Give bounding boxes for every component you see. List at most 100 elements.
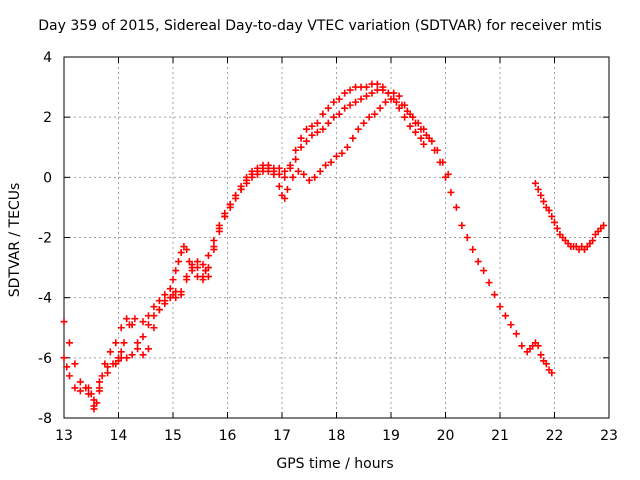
data-point [128, 321, 136, 329]
data-point [155, 306, 163, 314]
data-point [226, 200, 234, 208]
data-point [553, 224, 561, 232]
data-point [324, 104, 332, 112]
data-point [144, 345, 152, 353]
data-point [183, 273, 191, 281]
data-point [303, 125, 311, 133]
data-point [537, 191, 545, 199]
data-point [106, 348, 114, 356]
x-axis-label: GPS time / hours [276, 456, 394, 472]
data-point [420, 140, 428, 148]
chart-title: Day 359 of 2015, Sidereal Day-to-day VTE… [38, 18, 602, 34]
grid [64, 57, 609, 418]
data-point [412, 128, 420, 136]
data-point [335, 110, 343, 118]
data-point [76, 378, 84, 386]
data-point [338, 149, 346, 157]
data-point [395, 92, 403, 100]
data-point [362, 92, 370, 100]
data-point [289, 173, 297, 181]
data-point [134, 345, 142, 353]
data-point [188, 261, 196, 269]
data-point [406, 122, 414, 130]
data-point [104, 369, 112, 377]
data-point [210, 237, 218, 245]
data-point [281, 167, 289, 175]
data-point [150, 312, 158, 320]
data-point [305, 176, 313, 184]
data-point [259, 164, 267, 172]
data-point [134, 339, 142, 347]
data-point [264, 161, 272, 169]
data-point [283, 185, 291, 193]
data-point [297, 143, 305, 151]
data-point [540, 197, 548, 205]
y-tick-label: 2 [43, 110, 52, 126]
data-point [551, 218, 558, 226]
data-point [463, 234, 471, 241]
x-tick-label: 16 [219, 428, 237, 444]
data-point [330, 98, 338, 106]
data-point [253, 167, 261, 175]
data-point [281, 194, 289, 202]
data-point [194, 264, 202, 272]
data-point [177, 249, 185, 257]
data-point [428, 137, 436, 145]
data-point [392, 98, 400, 106]
x-tick-label: 22 [546, 428, 564, 444]
data-point [534, 185, 542, 193]
data-point [447, 188, 455, 196]
data-point [300, 170, 308, 178]
data-point [379, 86, 387, 94]
data-point [71, 360, 79, 368]
y-tick-label: -4 [38, 291, 52, 307]
data-point [120, 339, 128, 347]
data-point [518, 342, 526, 350]
x-tick-label: 13 [55, 428, 73, 444]
data-point [542, 360, 550, 368]
data-point [237, 185, 245, 193]
data-point [491, 291, 499, 299]
data-point [368, 89, 376, 97]
data-point [150, 324, 158, 332]
data-point [319, 110, 327, 118]
y-tick-label: 4 [43, 50, 52, 66]
data-point [512, 330, 520, 338]
data-point [496, 303, 504, 311]
data-point [101, 360, 109, 368]
data-point [365, 113, 373, 121]
data-point [275, 182, 283, 190]
data-point [324, 119, 332, 127]
data-point [390, 89, 398, 97]
data-point [589, 237, 597, 245]
data-point [316, 167, 324, 175]
data-point [123, 354, 131, 362]
data-point [150, 303, 158, 311]
data-point [76, 387, 84, 395]
data-point [71, 384, 79, 392]
data-point [204, 252, 212, 260]
data-point [469, 246, 477, 254]
x-tick-label: 14 [110, 428, 128, 444]
data-point [95, 384, 103, 392]
data-point [600, 221, 608, 229]
y-tick-label: -6 [38, 351, 52, 367]
x-tick-label: 15 [164, 428, 182, 444]
data-point [117, 348, 125, 356]
data-point [354, 125, 362, 133]
data-point [161, 297, 169, 305]
data-point [286, 161, 294, 169]
data-point [439, 158, 447, 166]
data-point [60, 318, 68, 326]
data-point [313, 119, 321, 127]
data-point [169, 276, 177, 284]
y-tick-label: -2 [38, 231, 52, 247]
data-point [507, 321, 515, 329]
data-point [90, 405, 98, 413]
x-tick-label: 23 [600, 428, 618, 444]
data-point [98, 372, 106, 380]
y-tick-label: -8 [38, 411, 52, 427]
data-point [412, 119, 420, 127]
data-point [452, 203, 460, 211]
data-point [294, 167, 302, 175]
